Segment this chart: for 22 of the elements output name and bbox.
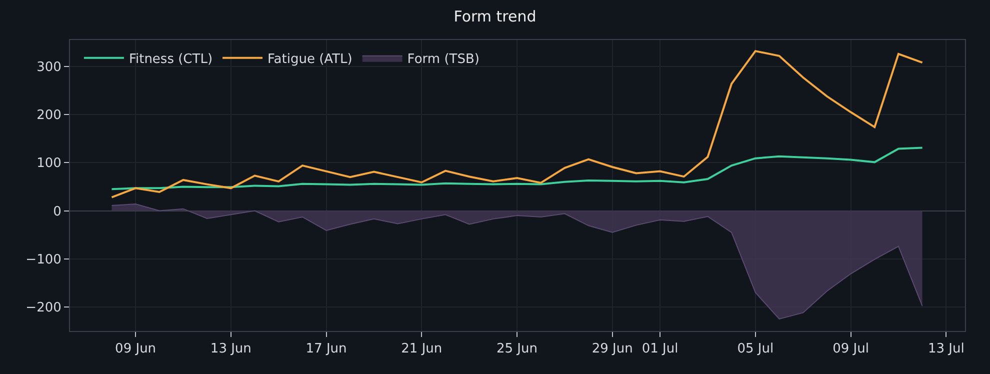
x-tick-label: 29 Jun — [592, 342, 633, 357]
line-series — [110, 146, 924, 190]
y-tick-label: 200 — [36, 108, 62, 124]
x-tick-label: 09 Jul — [832, 342, 869, 357]
chart-title: Form trend — [454, 8, 536, 26]
x-tick-label: 25 Jun — [496, 342, 538, 357]
legend-label: Fatigue (ATL) — [268, 52, 352, 67]
y-tick-label: 300 — [36, 60, 62, 75]
x-tick-label: 13 Jul — [928, 342, 964, 357]
x-tick-label: 13 Jun — [210, 342, 252, 357]
y-tick-label: −100 — [26, 252, 62, 268]
x-tick-label: 01 Jul — [642, 342, 678, 357]
y-tick-label: 0 — [53, 204, 62, 220]
line-series — [110, 50, 924, 198]
x-tick-label: 17 Jun — [306, 342, 347, 357]
x-tick-label: 21 Jun — [401, 342, 442, 357]
x-tick-label: 09 Jun — [115, 342, 156, 357]
y-tick-label: 100 — [36, 156, 62, 172]
y-tick-label: −200 — [26, 300, 62, 316]
legend-label: Form (TSB) — [407, 52, 480, 67]
legend-label: Fitness (CTL) — [128, 52, 213, 67]
x-tick-label: 05 Jul — [737, 342, 774, 357]
